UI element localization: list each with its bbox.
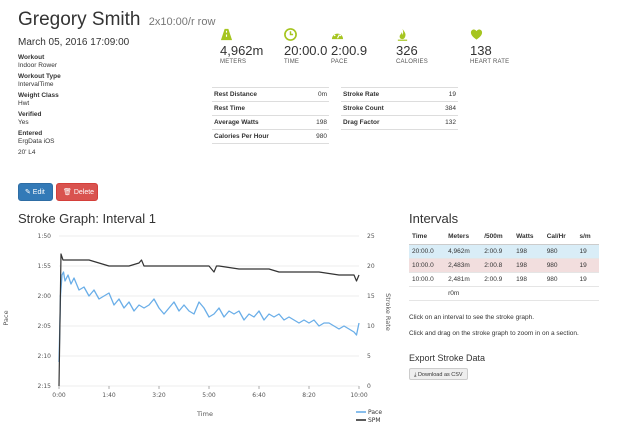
detail-row: Stroke Count 384 bbox=[341, 101, 458, 116]
y-left-axis-label: Pace bbox=[2, 310, 10, 325]
y-left-tick-label: 2:15 bbox=[38, 383, 52, 390]
meta-key: Verified bbox=[18, 111, 42, 118]
export-title: Export Stroke Data bbox=[409, 353, 486, 363]
interval-row-1[interactable]: 10:00.0 2,483m 2:00.8 198 980 19 bbox=[409, 258, 599, 273]
meta-value: Hwt bbox=[18, 100, 30, 107]
col-header: Time bbox=[409, 230, 446, 245]
x-tick-label: 1:40 bbox=[102, 392, 116, 399]
y-right-axis-label: Stroke Rate bbox=[384, 293, 392, 331]
intervals-title: Intervals bbox=[409, 211, 459, 226]
clock-icon bbox=[284, 28, 297, 41]
x-tick-label: 0:00 bbox=[52, 392, 66, 399]
stat-time: 20:00.0 TIME bbox=[284, 28, 327, 65]
interval-row-total[interactable]: 20:00.0 4,962m 2:00.9 198 980 19 bbox=[409, 244, 599, 259]
detail-row: Rest Distance 0m bbox=[212, 87, 329, 102]
meta-value: ErgData iOS bbox=[18, 138, 55, 145]
meta-key: Workout bbox=[18, 54, 45, 61]
series-line-pace bbox=[58, 271, 360, 363]
y-left-tick-label: 1:55 bbox=[38, 263, 52, 270]
x-axis-label: Time bbox=[196, 410, 213, 418]
x-ticks: 0:00 1:40 3:20 5:00 6:40 8:20 10:00 bbox=[52, 386, 368, 399]
chart-series bbox=[58, 253, 360, 387]
y-right-tick-label: 10 bbox=[367, 323, 375, 330]
y-left-tick-label: 2:05 bbox=[38, 323, 52, 330]
col-header: Watts bbox=[513, 230, 544, 245]
delete-button[interactable]: 🗑 Delete bbox=[56, 183, 98, 201]
download-csv-button[interactable]: ⤓ Download as CSV bbox=[409, 368, 468, 380]
detail-row: Rest Time bbox=[212, 101, 329, 116]
col-header: Cal/Hr bbox=[543, 230, 577, 245]
stroke-graph-title: Stroke Graph: Interval 1 bbox=[18, 211, 157, 226]
col-header: s/m bbox=[576, 230, 599, 245]
meta-key: Workout Type bbox=[18, 73, 61, 80]
y-right-tick-label: 20 bbox=[367, 263, 375, 270]
col-header: /500m bbox=[481, 230, 514, 245]
chart-grid bbox=[59, 235, 359, 387]
interval-hint: Click on an interval to see the stroke g… bbox=[409, 314, 535, 321]
detail-row: Stroke Rate 19 bbox=[341, 87, 458, 102]
stat-meters: 4,962m METERS bbox=[220, 28, 263, 65]
stat-calories: 326 CALORIES bbox=[396, 28, 428, 65]
meta-key: Entered bbox=[18, 130, 43, 137]
y-right-tick-label: 0 bbox=[367, 383, 371, 390]
y-right-tick-label: 5 bbox=[367, 353, 371, 360]
series-line-spm bbox=[58, 253, 360, 387]
legend-pace-label: Pace bbox=[368, 409, 382, 416]
details-table-left: Rest Distance 0m Rest Time Average Watts 1… bbox=[212, 87, 329, 144]
workout-date: March 05, 2016 17:09:00 bbox=[18, 37, 130, 48]
x-tick-label: 10:00 bbox=[350, 392, 367, 399]
x-tick-label: 8:20 bbox=[302, 392, 316, 399]
y-left-tick-label: 2:10 bbox=[38, 353, 52, 360]
x-tick-label: 5:00 bbox=[202, 392, 216, 399]
workout-description: 2x10:00/r row bbox=[148, 16, 216, 28]
interval-row-2[interactable]: 10:00.0 2,481m 2:00.9 198 980 19 bbox=[409, 272, 599, 287]
interval-row-rest[interactable]: r0m bbox=[409, 286, 599, 301]
edit-button[interactable]: ✎ Edit bbox=[18, 183, 53, 201]
flame-icon bbox=[397, 28, 408, 41]
col-header: Meters bbox=[445, 230, 482, 245]
meta-value: Yes bbox=[18, 119, 29, 126]
x-tick-label: 3:20 bbox=[152, 392, 166, 399]
stat-pace: 2:00.9 PACE bbox=[331, 28, 367, 65]
meta-key: Weight Class bbox=[18, 92, 59, 99]
detail-row: Drag Factor 132 bbox=[341, 115, 458, 130]
workout-meta: Workout Indoor Rower Workout Type Interv… bbox=[18, 54, 148, 156]
y-right-tick-label: 15 bbox=[367, 293, 375, 300]
x-tick-label: 6:40 bbox=[252, 392, 266, 399]
meta-value: IntervalTime bbox=[18, 81, 54, 88]
y-right-tick-label: 25 bbox=[367, 233, 375, 240]
detail-row: Average Watts 198 bbox=[212, 115, 329, 130]
y-left-ticks: 1:50 1:55 2:00 2:05 2:10 2:15 bbox=[38, 233, 52, 390]
stat-heart-rate: 138 HEART RATE bbox=[470, 28, 509, 65]
y-right-ticks: 25 20 15 10 5 0 bbox=[367, 233, 375, 390]
y-left-tick-label: 2:00 bbox=[38, 293, 52, 300]
zoom-hint: Click and drag on the stroke graph to zo… bbox=[409, 330, 579, 337]
dashboard-icon bbox=[331, 31, 344, 40]
heart-icon bbox=[470, 29, 483, 40]
legend-spm-label: SPM bbox=[368, 417, 381, 424]
details-table-right: Stroke Rate 19 Stroke Count 384 Drag Facto… bbox=[341, 87, 458, 130]
page-title: Gregory Smith 2x10:00/r row bbox=[18, 9, 216, 30]
workout-tag: 20' L4 bbox=[18, 149, 36, 156]
y-left-tick-label: 1:50 bbox=[38, 233, 52, 240]
intervals-table: Time Meters /500m Watts Cal/Hr s/m 20:00… bbox=[409, 230, 599, 301]
meta-value: Indoor Rower bbox=[18, 62, 58, 69]
detail-row: Calories Per Hour 980 bbox=[212, 129, 329, 144]
intervals-header-row: Time Meters /500m Watts Cal/Hr s/m bbox=[409, 230, 599, 245]
stroke-graph-chart[interactable]: 1:50 1:55 2:00 2:05 2:10 2:15 25 20 15 10 5 0 0:00… bbox=[0, 228, 400, 428]
road-icon bbox=[220, 28, 233, 41]
